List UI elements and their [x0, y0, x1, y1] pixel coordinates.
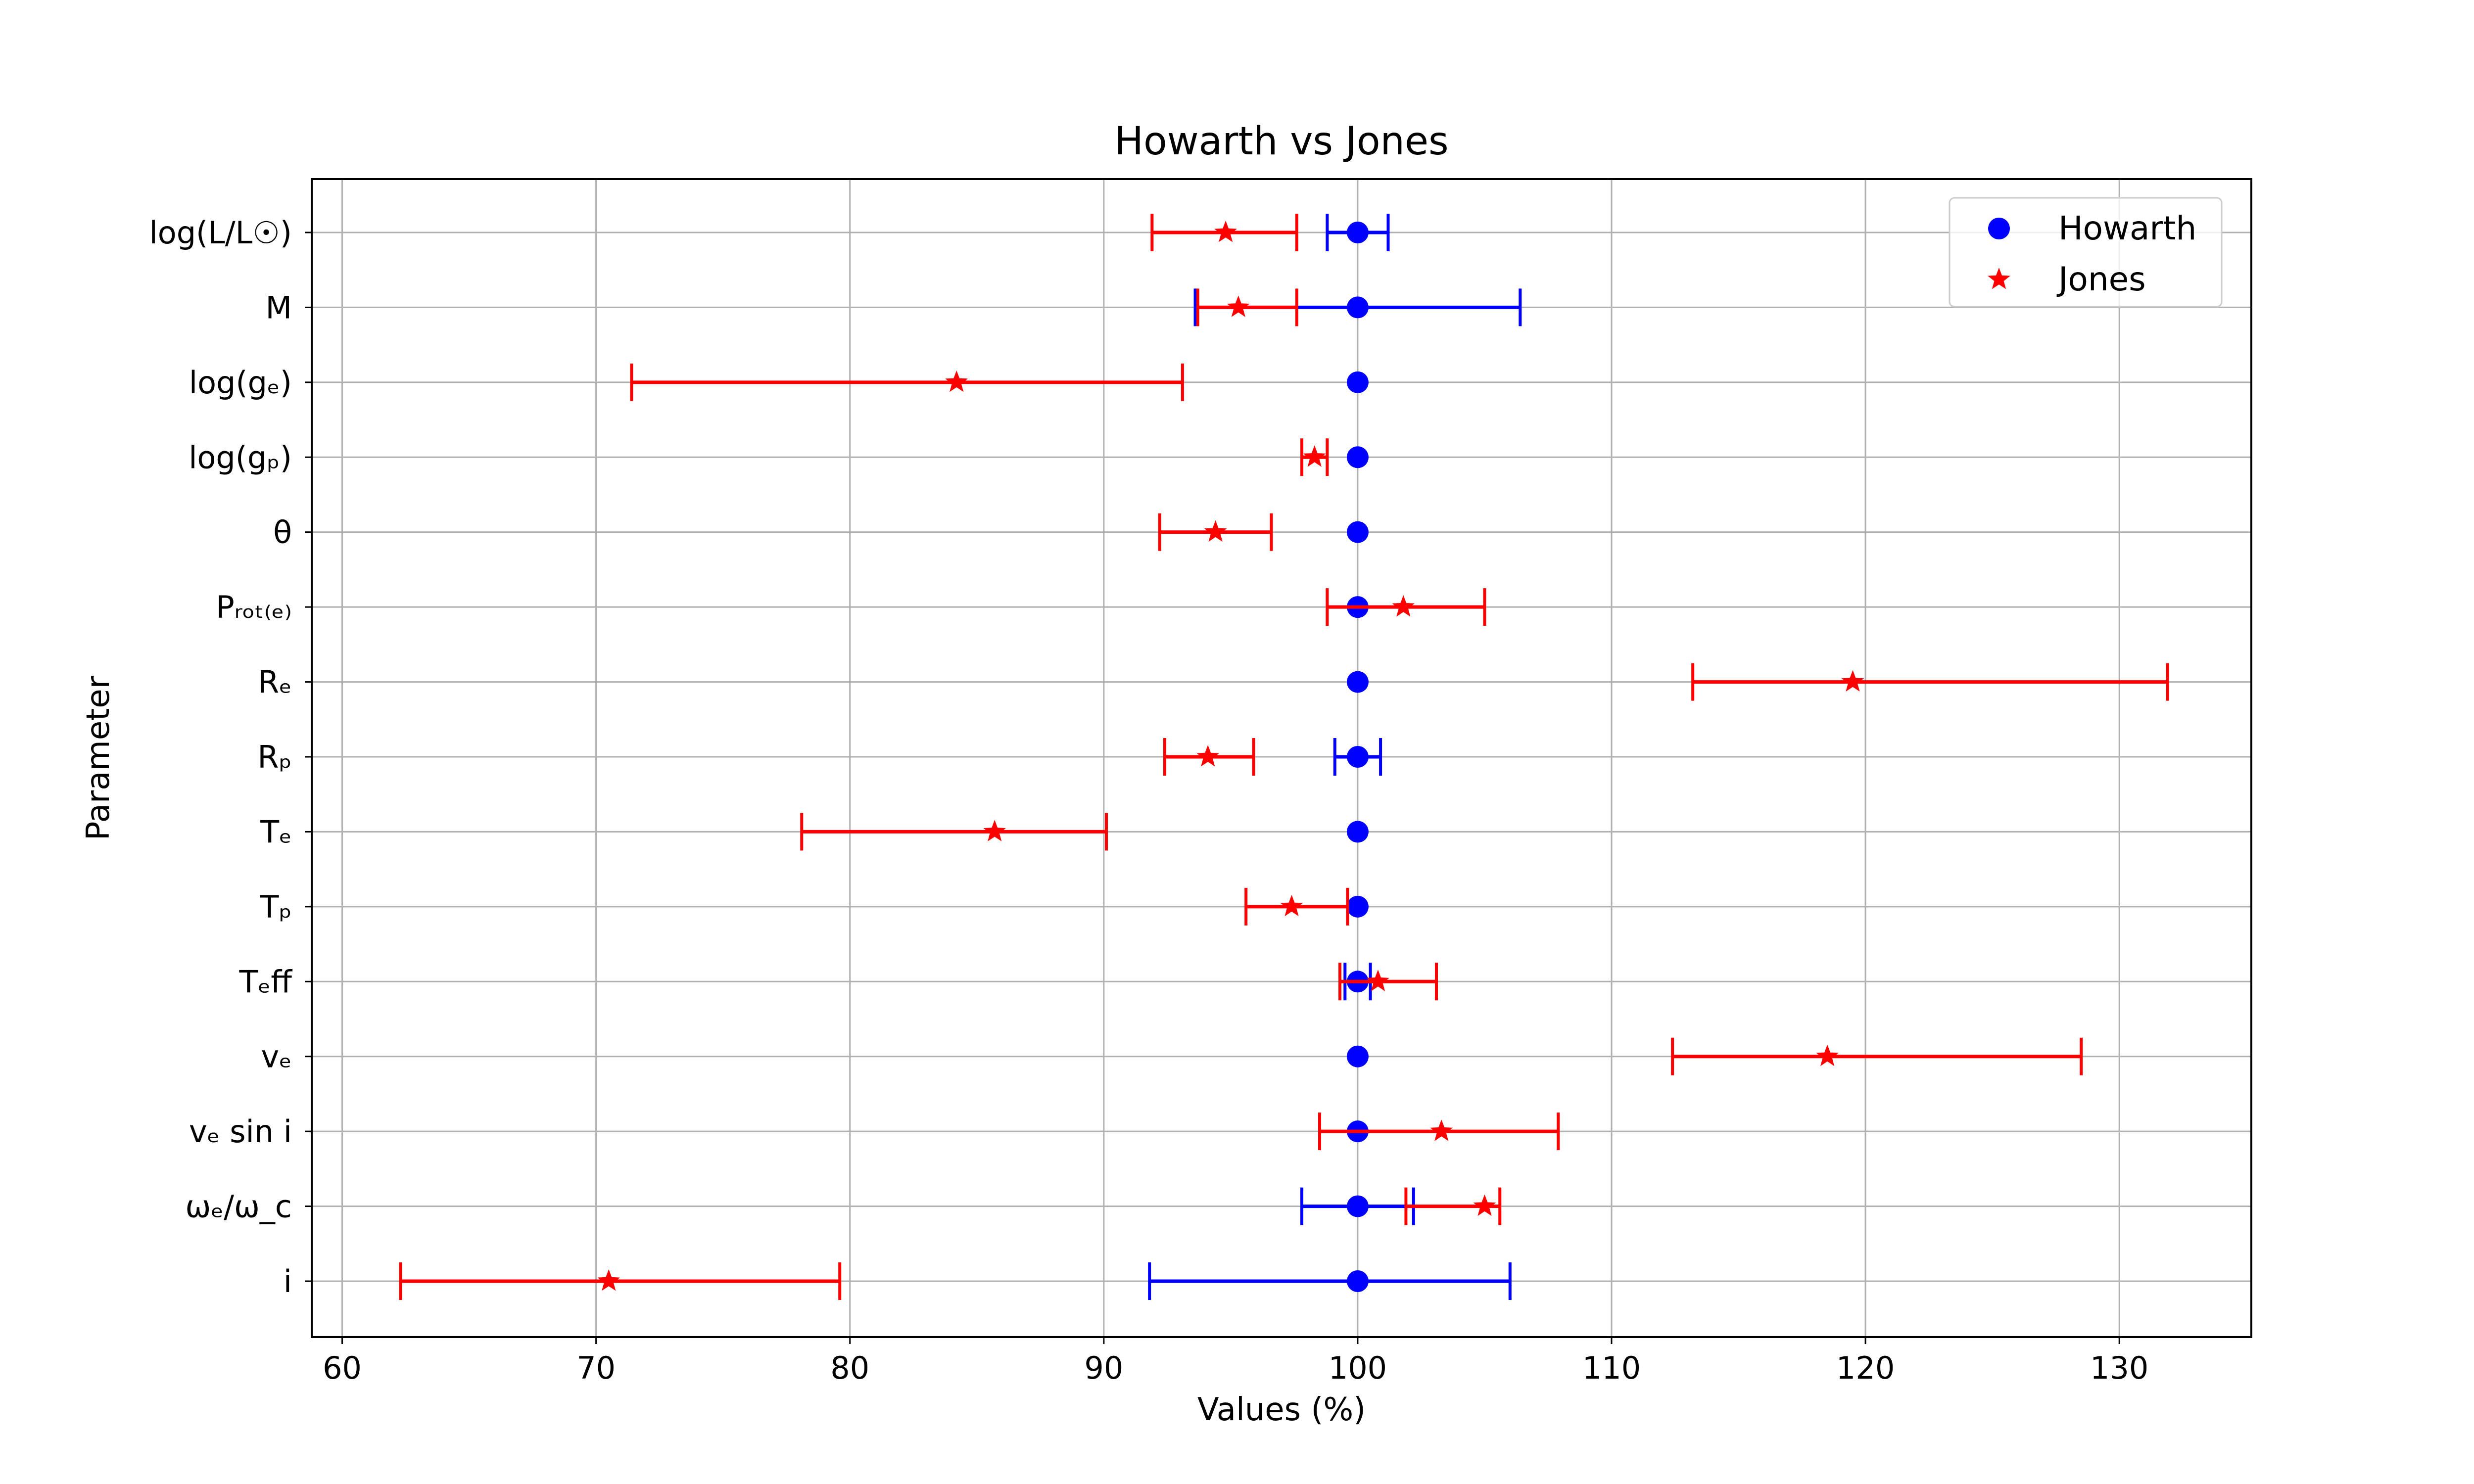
data-point: [1346, 1270, 1369, 1292]
y-tick-label: Tₚ: [260, 889, 292, 925]
data-point: [1473, 1194, 1496, 1216]
legend-marker-howarth: [1988, 218, 2010, 239]
legend: Howarth Jones: [1949, 197, 2223, 308]
plot-frame: [311, 178, 2252, 1338]
data-point: [1346, 296, 1369, 319]
y-axis-label: Parameter: [80, 675, 117, 840]
y-tick-label: ωₑ/ω_c: [185, 1189, 292, 1225]
legend-box: [1949, 197, 2223, 308]
y-tick-label: Rₚ: [257, 739, 292, 775]
data-point: [1204, 520, 1227, 542]
data-point: [1816, 1044, 1839, 1067]
y-tick-label: Tₑ: [260, 814, 292, 850]
y-tick-label: log(L/L☉): [149, 215, 292, 251]
data-point: [1392, 595, 1415, 617]
x-tick-label: 110: [1582, 1350, 1641, 1386]
x-tick-label: 70: [576, 1350, 616, 1386]
data-point: [1227, 295, 1250, 317]
y-tick-label: log(gₚ): [189, 439, 292, 475]
y-tick-label: vₑ sin i: [189, 1113, 292, 1150]
x-tick-label: 90: [1084, 1350, 1123, 1386]
data-point: [1346, 671, 1369, 693]
data-point: [1303, 445, 1326, 467]
data-point: [1346, 821, 1369, 843]
y-tick-label: θ: [273, 514, 292, 551]
data-point: [1430, 1119, 1453, 1141]
data-point: [1346, 1195, 1369, 1217]
legend-marker-jones: [1988, 268, 2010, 289]
x-axis-label: Values (%): [1197, 1391, 1366, 1428]
data-series: [399, 214, 2169, 1300]
series-howarth: [1148, 214, 1522, 1300]
data-point: [1280, 894, 1303, 917]
y-tick-label: Tₑff: [239, 964, 293, 1000]
data-point: [1196, 745, 1219, 767]
data-point: [1841, 670, 1864, 692]
data-point: [1346, 222, 1369, 243]
data-point: [945, 370, 968, 392]
data-point: [1346, 446, 1369, 468]
x-tick-label: 130: [2090, 1350, 2148, 1386]
x-tick-label: 100: [1329, 1350, 1387, 1386]
y-tick-label: vₑ: [261, 1039, 292, 1075]
data-point: [983, 820, 1006, 841]
y-tick-label: Pᵣₒₜ₍ₑ₎: [216, 589, 292, 625]
x-tick-label: 120: [1836, 1350, 1895, 1386]
data-point: [1214, 221, 1237, 242]
y-tick-label: log(gₑ): [189, 365, 292, 401]
series-jones: [399, 214, 2169, 1300]
y-tick-label: i: [284, 1263, 292, 1299]
chart-title: Howarth vs Jones: [1114, 119, 1448, 164]
x-tick-label: 60: [323, 1350, 362, 1386]
data-point: [1367, 970, 1389, 991]
x-tick-label: 80: [830, 1350, 869, 1386]
legend-label-howarth: Howarth: [2058, 209, 2196, 247]
y-tick-label: Rₑ: [258, 664, 292, 700]
data-point: [1346, 746, 1369, 768]
y-tick-label: M: [266, 289, 292, 325]
data-point: [1346, 1045, 1369, 1067]
data-point: [597, 1269, 620, 1291]
legend-label-jones: Jones: [2056, 260, 2146, 298]
data-point: [1346, 521, 1369, 543]
data-point: [1346, 371, 1369, 393]
data-point: [1346, 895, 1369, 918]
